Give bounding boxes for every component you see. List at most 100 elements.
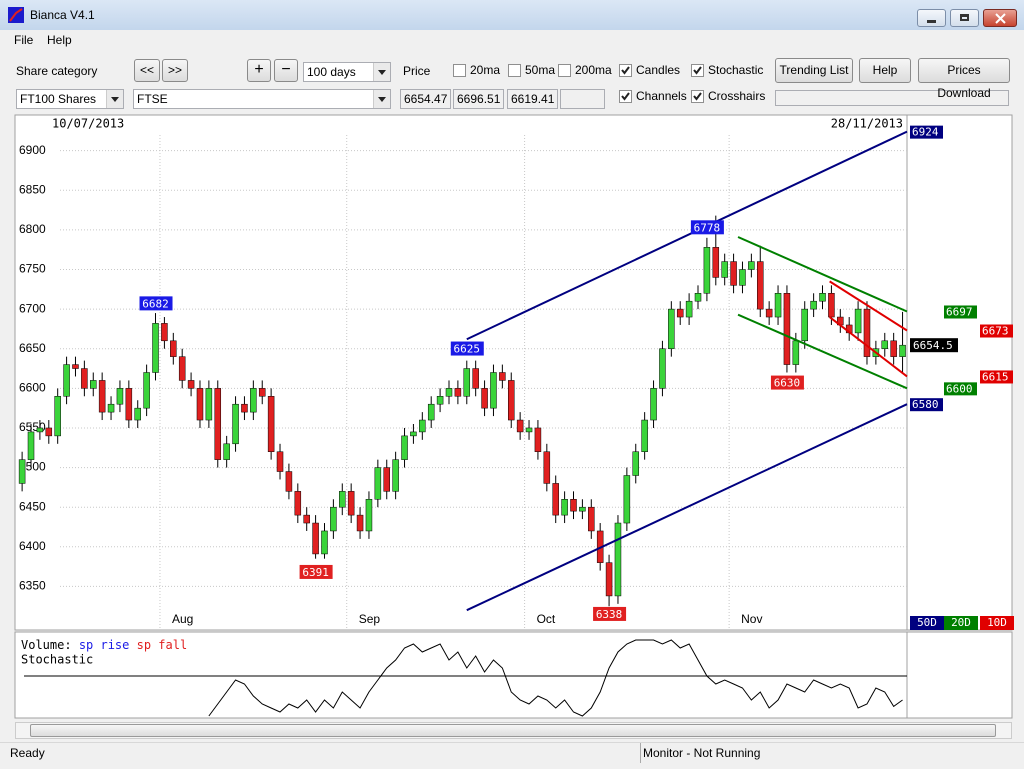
y-tick-label: 6850 — [19, 182, 46, 196]
candle-body — [730, 261, 737, 286]
checkbox[interactable] — [508, 64, 521, 77]
y-tick-label: 6350 — [19, 579, 46, 593]
candle-body — [285, 471, 293, 492]
candle-body — [605, 562, 613, 597]
candle-body — [854, 308, 862, 334]
next-button[interactable]: >> — [162, 59, 188, 82]
y-tick-label: 6750 — [19, 262, 46, 276]
chart: 10/07/2013 28/11/2013 Volume: sp rise sp… — [14, 114, 1014, 719]
select-value: FT100 Shares — [20, 92, 97, 106]
button[interactable]: Trending List — [775, 58, 853, 83]
checkbox-label[interactable]: Stochastic — [708, 63, 764, 77]
candle-body — [792, 340, 800, 365]
checkbox[interactable] — [691, 64, 704, 77]
annotation-bg — [593, 606, 627, 621]
candle-body — [748, 261, 755, 270]
candle-body — [161, 323, 168, 342]
checkbox[interactable] — [619, 64, 632, 77]
close-button[interactable] — [983, 9, 1017, 27]
candle-body — [481, 388, 488, 409]
select-value: 100 days — [307, 65, 356, 79]
y-tick-label: 6400 — [19, 539, 46, 553]
candle-body — [410, 431, 417, 437]
candle-body — [18, 459, 26, 484]
select-value: FTSE — [137, 92, 168, 106]
checkbox-label[interactable]: Channels — [636, 89, 687, 103]
y-tick-label: 6450 — [19, 499, 46, 513]
candle-body — [721, 261, 728, 278]
annotation-label: 6625 — [454, 343, 481, 356]
candle-body — [899, 344, 906, 357]
y-tick-label: 6650 — [19, 341, 46, 355]
checkbox[interactable] — [619, 90, 632, 103]
checkbox[interactable] — [558, 64, 571, 77]
annotation-label: 6630 — [774, 377, 801, 390]
prev-button[interactable]: << — [134, 59, 160, 82]
candle-body — [339, 491, 346, 508]
candle-body — [739, 269, 746, 286]
checkbox[interactable] — [691, 90, 704, 103]
candle-body — [98, 380, 106, 413]
zoom-in-button[interactable]: + — [247, 59, 271, 82]
candle-body — [685, 300, 693, 318]
candle-body — [294, 491, 302, 516]
category-select[interactable]: FT100 Shares — [16, 89, 124, 109]
annotation-label: 6391 — [302, 566, 329, 579]
candle-body — [463, 368, 471, 397]
status-text: Ready — [10, 746, 45, 760]
candle-body — [321, 530, 328, 555]
share-select[interactable]: FTSE — [133, 89, 391, 109]
legend-swatch — [910, 616, 944, 630]
last-price-bg — [910, 338, 958, 353]
zoom-out-button[interactable]: − — [274, 59, 298, 82]
candle-body — [712, 247, 720, 278]
scroll-thumb[interactable] — [30, 724, 996, 737]
candle-body — [427, 403, 435, 421]
annotation-bg — [139, 296, 173, 311]
candle-body — [828, 293, 835, 318]
price-box: 6619.41 — [507, 89, 558, 109]
candle-body — [668, 308, 675, 349]
candle-body — [561, 499, 568, 516]
candle-body — [276, 451, 284, 472]
fall-label: sp fall — [137, 638, 188, 652]
period-select[interactable]: 100 days — [303, 62, 391, 82]
candle-body — [63, 364, 70, 397]
scrollbar[interactable] — [15, 722, 1012, 739]
checkbox-label[interactable]: 200ma — [575, 63, 612, 77]
candle-body — [187, 380, 195, 389]
button[interactable]: Help — [859, 58, 911, 83]
candle-body — [178, 356, 186, 381]
volume-label: Volume: — [21, 638, 72, 652]
legend-label: 10D — [987, 616, 1007, 629]
checkbox-label[interactable]: Candles — [636, 63, 681, 77]
candle-body — [454, 388, 462, 397]
y-tick-label: 6600 — [19, 381, 46, 395]
candle-body — [116, 388, 124, 405]
menu-item[interactable]: Help — [47, 33, 72, 47]
candle-body — [623, 475, 631, 524]
channel-end-label: 6673 — [982, 325, 1009, 338]
label: Share category — [16, 64, 98, 78]
annotation-label: 6682 — [142, 297, 169, 310]
maximize-button[interactable] — [950, 9, 979, 27]
y-tick-label: 6900 — [19, 143, 46, 157]
checkbox-label[interactable]: 50ma — [525, 63, 556, 77]
candle-body — [570, 499, 577, 512]
checkbox-label[interactable]: Crosshairs — [708, 89, 766, 103]
y-tick-label: 6700 — [19, 301, 46, 315]
candle-body — [436, 396, 444, 405]
channel-end-label: 6615 — [982, 370, 1009, 383]
candle-body — [419, 419, 426, 433]
channel-line — [466, 403, 908, 612]
candle-body — [801, 308, 808, 342]
menu-item[interactable]: File — [14, 33, 34, 47]
button[interactable]: Prices Download — [918, 58, 1010, 100]
candle-body — [232, 403, 239, 445]
price-box — [560, 89, 605, 109]
minimize-button[interactable] — [917, 9, 946, 27]
checkbox[interactable] — [453, 64, 466, 77]
checkbox-label[interactable]: 20ma — [470, 63, 501, 77]
status-bar: Ready Monitor - Not Running — [0, 742, 1024, 769]
candle-body — [650, 388, 657, 421]
